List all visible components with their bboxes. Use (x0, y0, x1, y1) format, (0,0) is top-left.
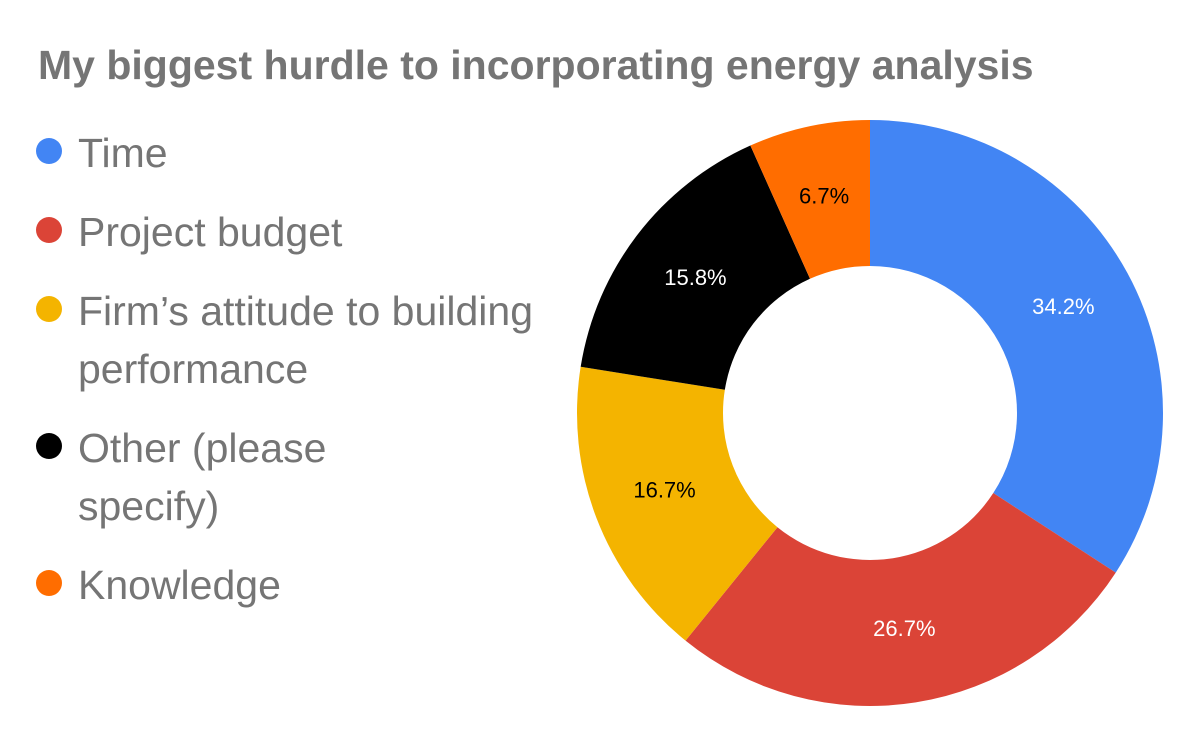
legend-item: Firm’s attitude to building performance (36, 282, 548, 398)
data-label: 26.7% (873, 616, 935, 641)
legend-item: Knowledge (36, 556, 548, 614)
donut-slice (750, 120, 870, 279)
legend-swatch (36, 433, 62, 459)
legend-item: Time (36, 124, 548, 182)
legend-label: Knowledge (78, 562, 281, 608)
chart-title: My biggest hurdle to incorporating energ… (38, 42, 1034, 88)
legend-label: Firm’s attitude to building performance (78, 288, 534, 392)
data-label: 34.2% (1032, 294, 1094, 319)
data-label: 16.7% (633, 477, 695, 502)
legend-item: Other (please specify) (36, 419, 548, 535)
legend-swatch (36, 570, 62, 596)
data-label: 6.7% (799, 184, 849, 209)
donut-slice (577, 366, 778, 641)
donut-slice (685, 493, 1116, 706)
legend-item: Project budget (36, 203, 548, 261)
legend: Time Project budget Firm’s attitude to bui… (36, 124, 548, 635)
legend-label: Other (please specify) (78, 425, 327, 529)
donut-slice (870, 120, 1163, 573)
legend-label: Project budget (78, 209, 343, 255)
legend-swatch (36, 138, 62, 164)
legend-swatch (36, 217, 62, 243)
donut-slice (580, 145, 810, 390)
legend-label: Time (78, 130, 168, 176)
data-label: 15.8% (664, 265, 726, 290)
legend-swatch (36, 296, 62, 322)
